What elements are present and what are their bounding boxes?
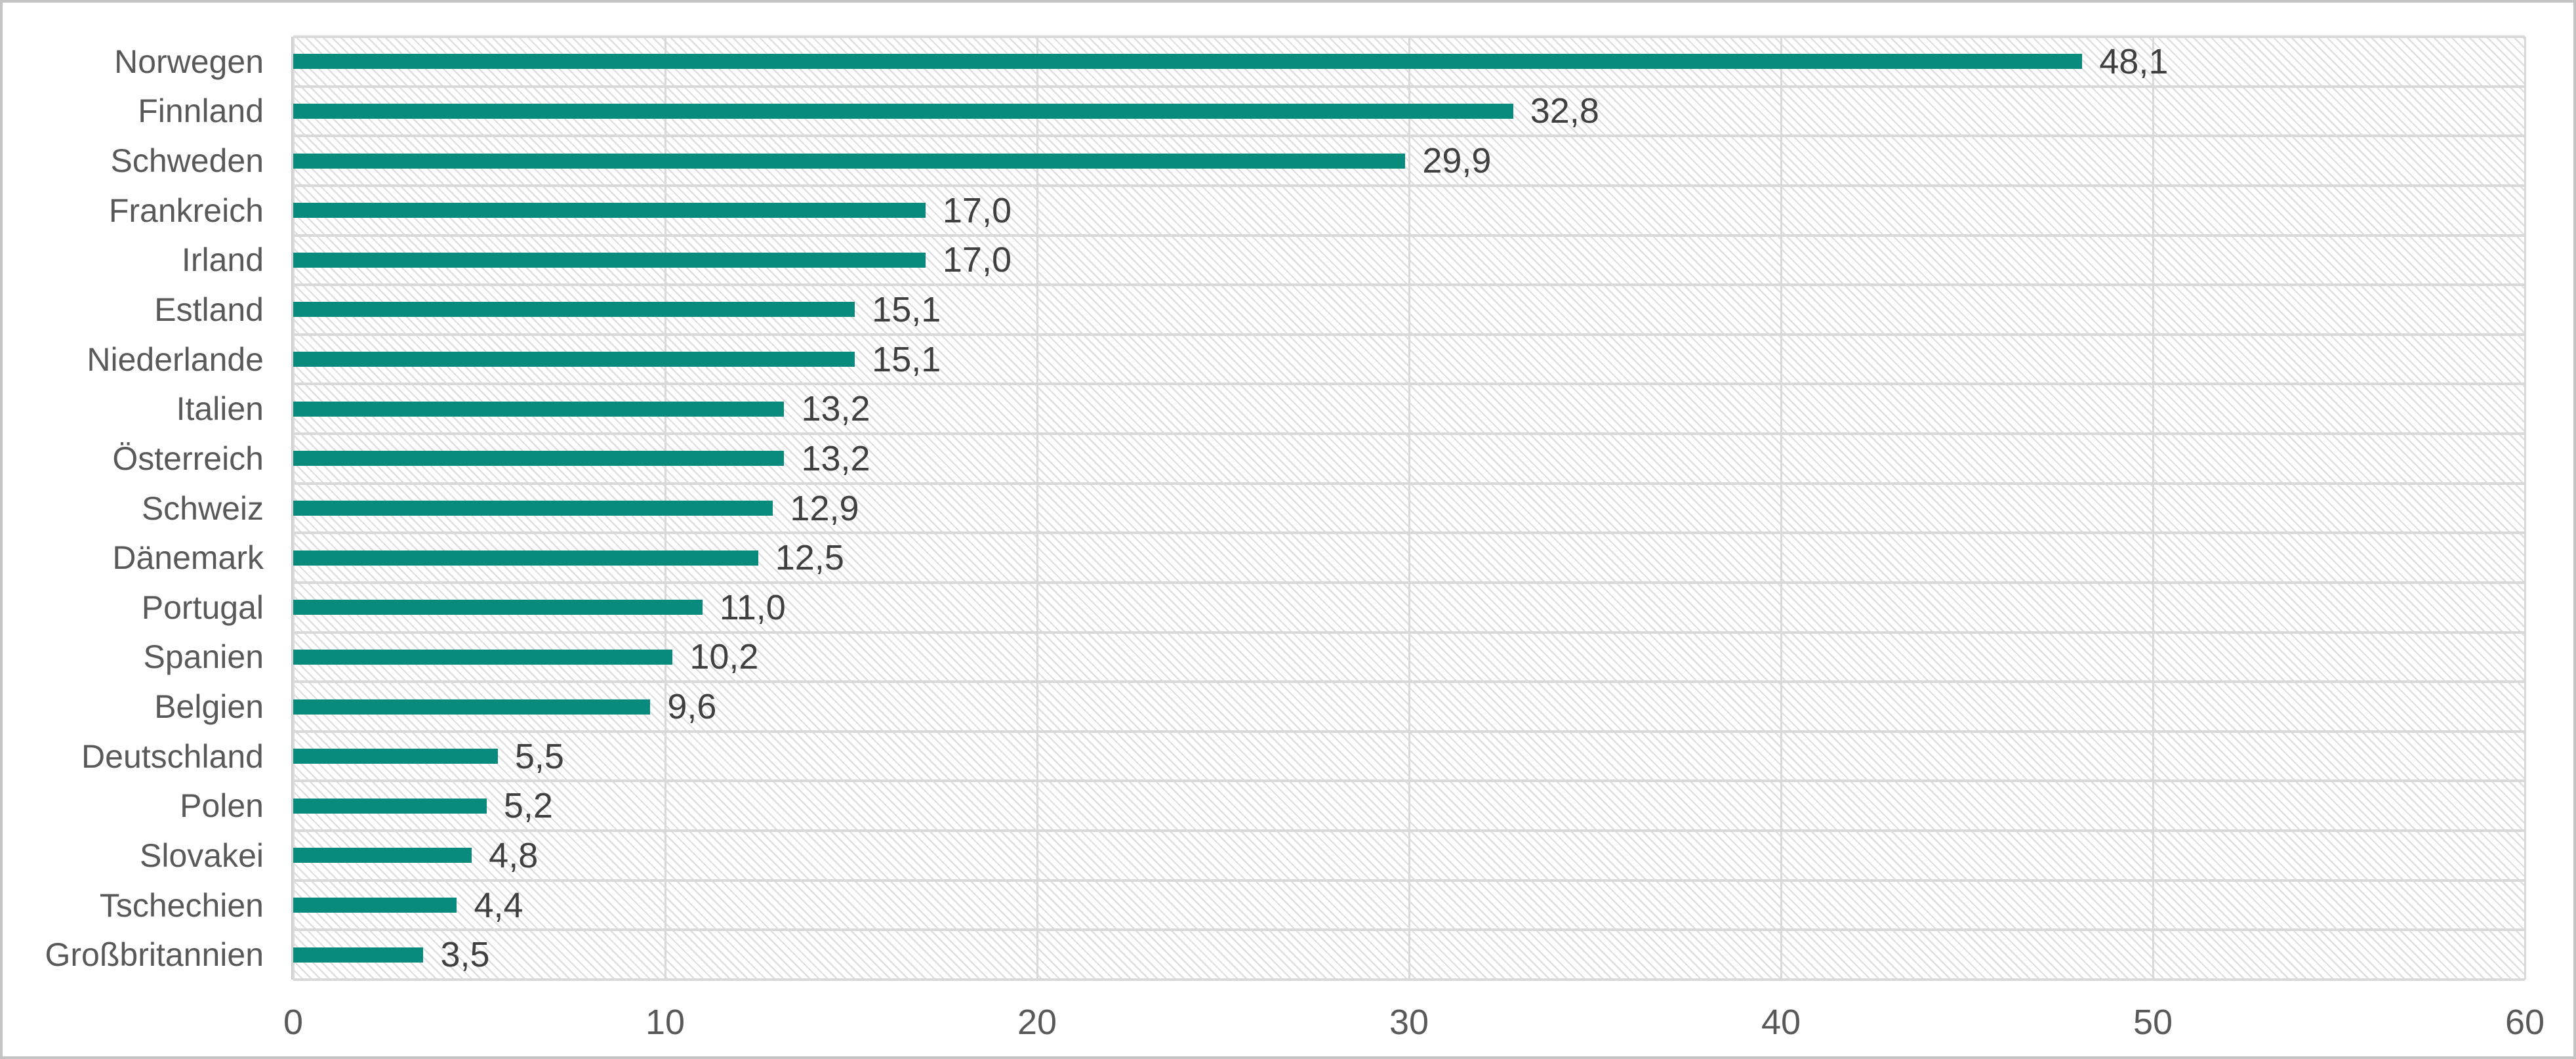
category-label: Spanien [143,638,264,676]
bar [293,550,758,566]
category-label: Schweiz [141,489,264,527]
horizontal-gridline [293,879,2525,882]
horizontal-gridline [293,779,2525,783]
bar [293,451,785,467]
value-label: 5,2 [503,786,553,826]
horizontal-gridline [293,85,2525,88]
bar [293,947,424,963]
category-label: Norwegen [114,43,264,80]
category-label: Österreich [112,440,264,477]
x-tick-label: 0 [283,1003,304,1042]
vertical-gridline [1408,37,1410,980]
x-tick-label: 10 [645,1003,685,1042]
category-label: Dänemark [112,539,264,577]
category-label: Portugal [141,589,264,626]
bar [293,749,498,764]
category-label: Polen [180,787,264,825]
horizontal-gridline [293,631,2525,634]
vertical-gridline [2524,37,2526,980]
category-label: Italien [176,390,264,428]
bar [293,203,926,218]
horizontal-gridline [293,581,2525,584]
vertical-gridline [2152,37,2154,980]
horizontal-gridline [293,482,2525,485]
category-label: Irland [181,241,264,279]
bar [293,600,703,615]
value-label: 4,4 [474,885,523,925]
bar [293,352,855,367]
vertical-gridline [1036,37,1038,980]
value-label: 12,5 [775,538,844,578]
value-label: 9,6 [667,687,717,727]
x-tick-label: 40 [1761,1003,1801,1042]
horizontal-gridline [293,680,2525,684]
category-label: Slovakei [140,837,264,874]
category-label: Deutschland [81,737,264,775]
value-label: 15,1 [872,289,941,329]
horizontal-gridline [293,184,2525,187]
value-label: 5,5 [514,736,564,776]
bar [293,501,773,516]
category-label: Niederlande [87,341,264,378]
bar [293,798,487,814]
value-label: 32,8 [1530,91,1599,131]
value-label: 4,8 [489,835,539,875]
value-label: 17,0 [942,240,1012,280]
category-label: Schweden [110,142,264,180]
value-label: 12,9 [790,488,859,528]
bar [293,649,673,665]
horizontal-gridline [293,829,2525,833]
horizontal-gridline [293,432,2525,436]
value-label: 11,0 [719,587,786,627]
category-label: Frankreich [108,192,264,229]
horizontal-gridline [293,234,2525,237]
value-label: 10,2 [689,637,759,677]
vertical-gridline [1780,37,1782,980]
bar [293,103,1513,119]
horizontal-gridline [293,383,2525,386]
horizontal-gridline [293,531,2525,535]
category-label: Estland [154,291,264,328]
category-label: Tschechien [99,886,264,924]
category-label: Belgien [154,688,264,726]
bar [293,699,651,715]
value-label: 17,0 [942,190,1012,230]
horizontal-gridline [293,135,2525,138]
value-label: 3,5 [440,935,490,975]
x-tick-label: 50 [2133,1003,2173,1042]
value-label: 13,2 [801,389,870,429]
bar [293,252,926,268]
horizontal-gridline [293,978,2525,981]
horizontal-gridline [293,730,2525,733]
bar [293,898,457,913]
horizontal-gridline [293,283,2525,287]
x-tick-label: 60 [2504,1003,2545,1042]
x-tick-label: 30 [1389,1003,1429,1042]
horizontal-gridline [293,333,2525,336]
x-tick-label: 20 [1017,1003,1057,1042]
horizontal-gridline [293,35,2525,38]
bar [293,848,472,863]
value-label: 29,9 [1422,141,1492,181]
value-label: 15,1 [872,339,941,379]
bar [293,401,785,417]
bar [293,302,855,318]
bar [293,54,2083,70]
bar [293,153,1406,169]
value-label: 13,2 [801,438,870,478]
category-label: Großbritannien [45,936,264,974]
value-label: 48,1 [2099,41,2169,81]
category-label: Finnland [138,93,264,130]
horizontal-gridline [293,928,2525,932]
